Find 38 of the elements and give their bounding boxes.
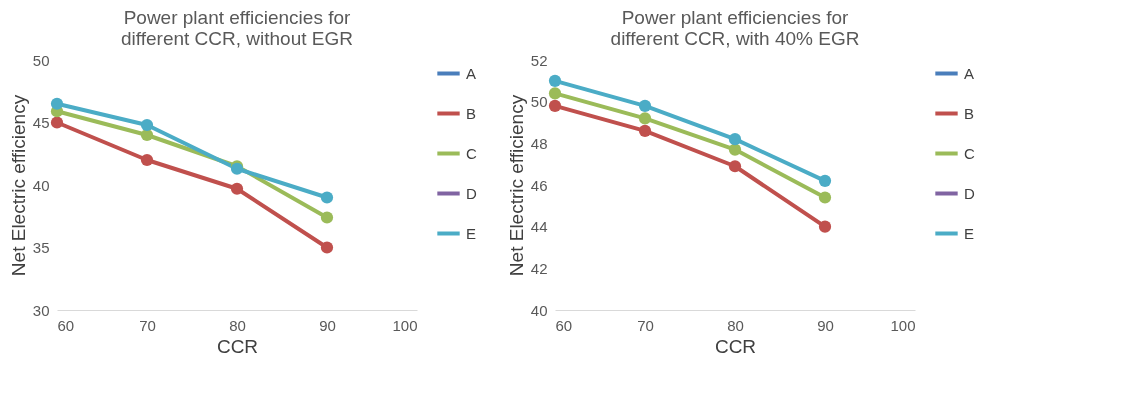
y-tick-label: 44: [530, 218, 548, 236]
legend-label: D: [466, 184, 477, 202]
y-tick-label: 50: [32, 51, 50, 69]
x-tick-label: 100: [890, 316, 916, 334]
x-axis-title: CCR: [216, 335, 259, 357]
x-axis-title: CCR: [714, 335, 757, 357]
y-tick-label: 30: [32, 301, 50, 319]
legend-label: E: [964, 224, 975, 242]
legend-label: E: [466, 224, 477, 242]
x-tick-label: 70: [139, 316, 156, 334]
y-tick-label: 40: [32, 176, 50, 194]
y-tick-label: 52: [530, 51, 548, 69]
x-tick-label: 90: [319, 316, 336, 334]
x-tick-label: 80: [727, 316, 744, 334]
legend-label: C: [964, 144, 975, 162]
legend-label: C: [466, 144, 477, 162]
x-tick-label: 100: [392, 316, 418, 334]
y-tick-label: 42: [530, 259, 548, 277]
y-axis-title: Net Electric efficiency: [7, 94, 29, 277]
y-tick-label: 50: [530, 93, 548, 111]
x-tick-label: 70: [637, 316, 654, 334]
chart-title: Power plant efficiencies for different CCR, with 40% EGR: [610, 7, 860, 49]
x-tick-label: 60: [555, 316, 573, 334]
y-tick-label: 46: [530, 176, 548, 194]
x-tick-label: 80: [229, 316, 246, 334]
y-tick-label: 45: [32, 114, 50, 131]
legend-label: A: [466, 64, 477, 82]
x-tick-label: 90: [817, 316, 834, 334]
legend-label: A: [964, 64, 975, 82]
x-tick-label: 60: [57, 316, 75, 334]
y-tick-label: 40: [530, 301, 548, 319]
y-tick-label: 48: [530, 134, 548, 152]
y-axis-title: Net Electric efficiency: [505, 94, 527, 277]
legend-label: B: [466, 104, 477, 122]
y-tick-label: 35: [32, 239, 50, 256]
legend-label: D: [964, 184, 975, 202]
legend-label: B: [964, 104, 975, 122]
chart-title: Power plant efficiencies for different CCR, without EGR: [121, 7, 353, 49]
